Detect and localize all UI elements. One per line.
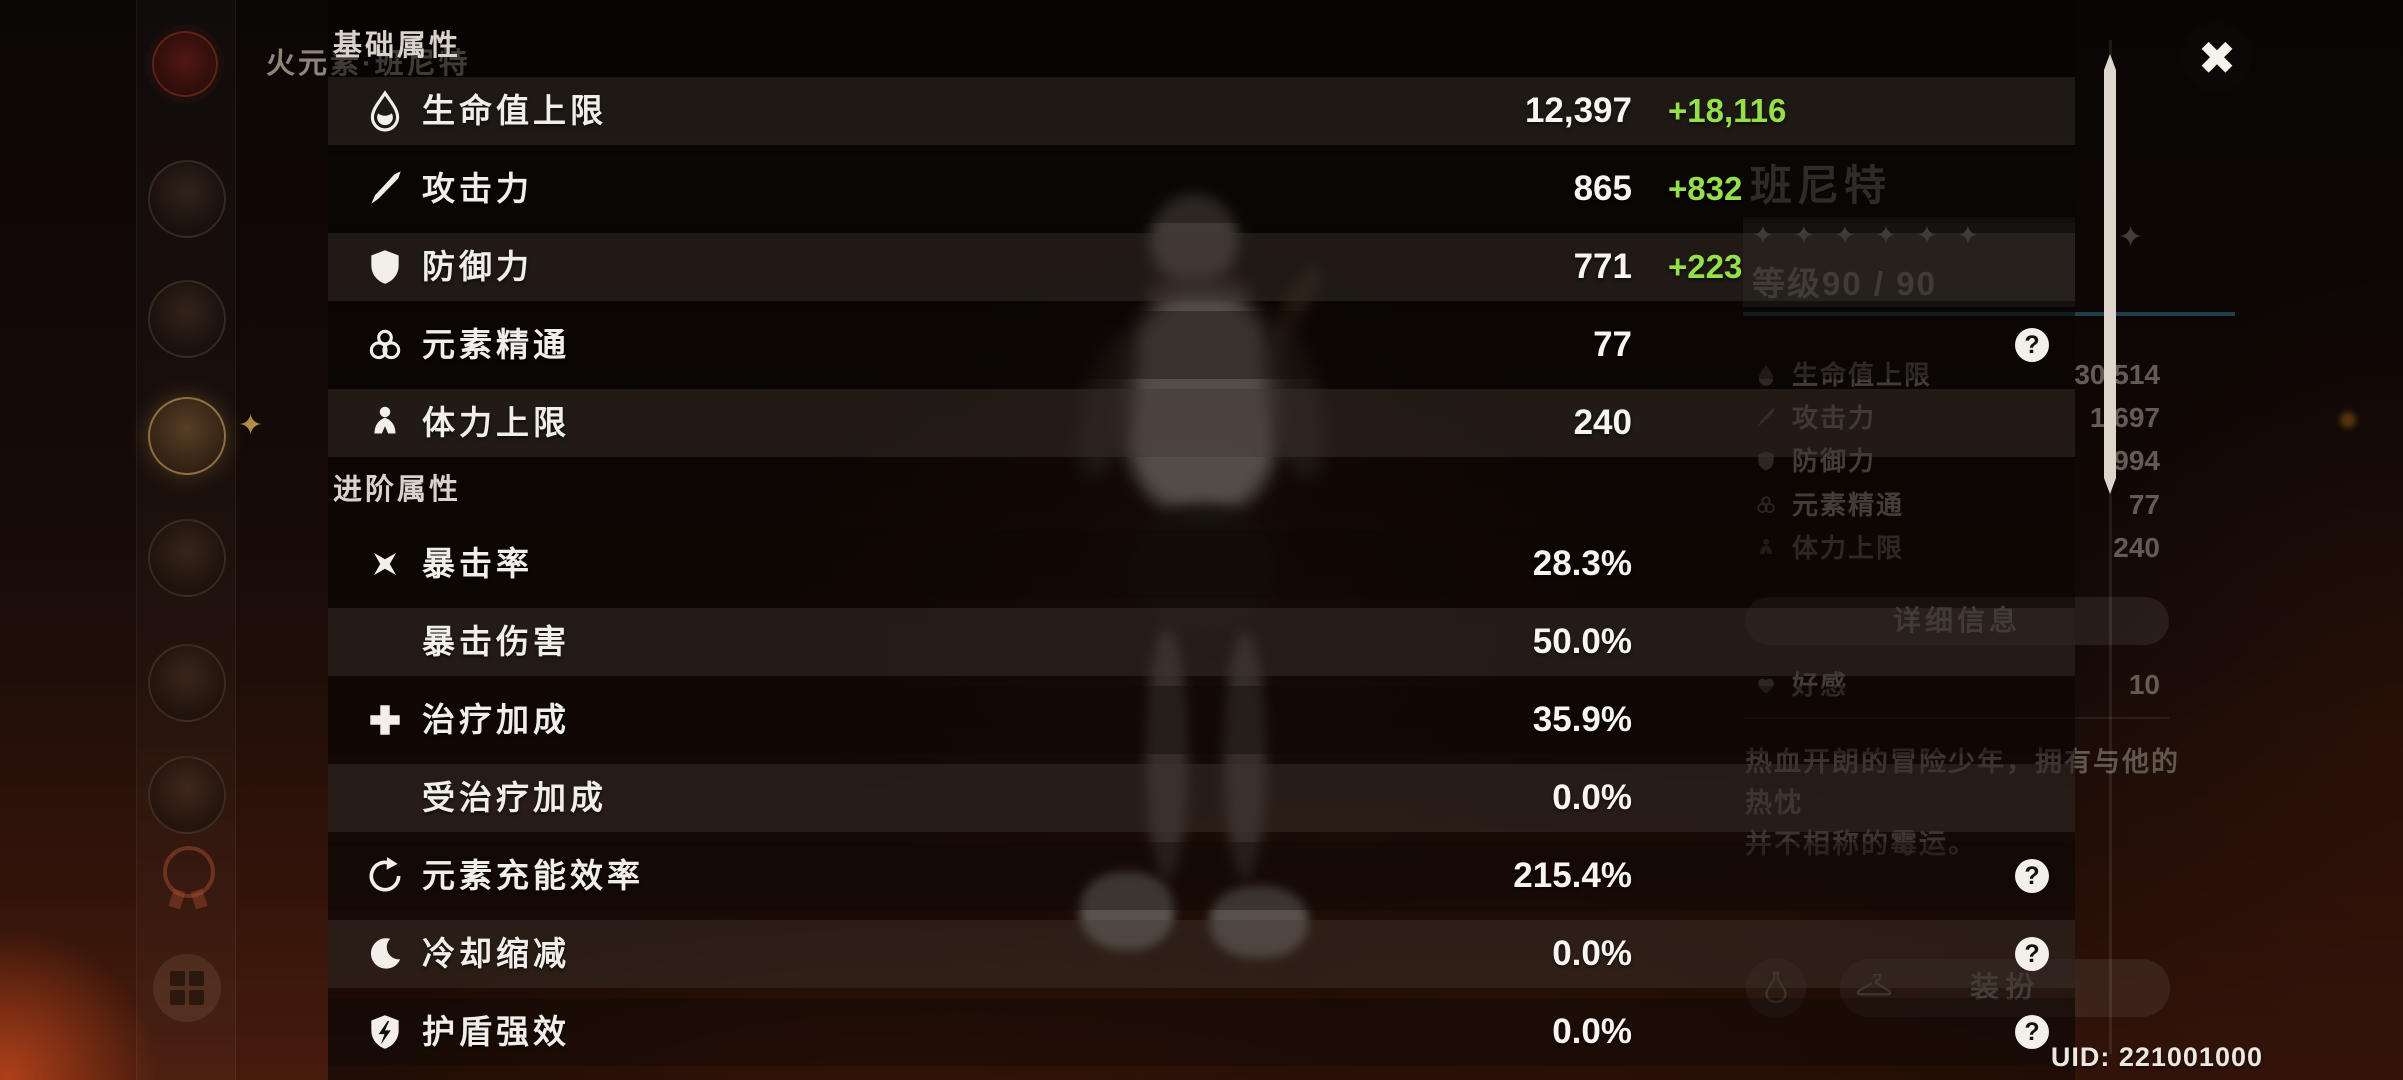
section-header-advanced: 进阶属性 <box>333 474 462 506</box>
stat-bonus: +18,116 <box>1668 92 1787 129</box>
stat-row-atk: 攻击力 865 +832 <box>328 155 2075 223</box>
uid-label: UID: 221001000 <box>2050 1042 2263 1072</box>
stat-label: 治疗加成 <box>422 701 570 738</box>
party-grid-button[interactable] <box>153 954 221 1022</box>
grid-icon <box>170 971 204 1005</box>
stat-value: 28.3% <box>1532 544 1632 583</box>
stat-label: 护盾强效 <box>422 1013 570 1050</box>
right-dim-backdrop <box>2075 0 2403 1080</box>
attributes-panel-backdrop <box>328 0 2075 1080</box>
stat-row-crit-rate: 暴击率 28.3% <box>328 530 2075 598</box>
sidebar-avatar-5[interactable] <box>148 644 226 722</box>
shield-strength-icon <box>364 1011 406 1053</box>
stamina-icon <box>364 402 406 444</box>
stat-row-crit-dmg: 暴击伤害 50.0% <box>328 608 2075 676</box>
elemental-mastery-icon <box>364 324 406 366</box>
stat-row-def: 防御力 771 +223 <box>328 233 2075 301</box>
stat-value: 865 <box>1573 169 1632 208</box>
stat-value: 35.9% <box>1532 700 1632 739</box>
sidebar-avatar-6[interactable] <box>148 756 226 834</box>
medal-icon[interactable] <box>163 846 215 910</box>
crit-rate-icon <box>364 543 406 585</box>
help-icon[interactable]: ? <box>2015 328 2049 362</box>
stat-value: 0.0% <box>1552 778 1632 817</box>
sidebar-avatar-1[interactable] <box>148 160 226 238</box>
stat-label: 元素精通 <box>422 326 570 363</box>
stat-label: 受治疗加成 <box>422 779 607 816</box>
stat-row-energy-recharge: 元素充能效率 215.4% ? <box>328 842 2075 910</box>
sidebar <box>136 0 236 1080</box>
stat-row-max-stamina: 体力上限 240 <box>328 389 2075 457</box>
party-crest-icon <box>152 31 218 97</box>
stat-row-max-hp: 生命值上限 12,397 +18,116 <box>328 77 2075 145</box>
def-icon <box>364 246 406 288</box>
stat-value: 771 <box>1573 247 1632 286</box>
help-icon[interactable]: ? <box>2015 937 2049 971</box>
energy-recharge-icon <box>364 855 406 897</box>
sidebar-avatar-4[interactable] <box>148 519 226 597</box>
stat-row-incoming-healing: 受治疗加成 0.0% <box>328 764 2075 832</box>
sidebar-avatar-3-selected[interactable] <box>148 397 226 475</box>
help-icon[interactable]: ? <box>2015 859 2049 893</box>
stat-row-shield-strength: 护盾强效 0.0% ? <box>328 998 2075 1066</box>
hp-icon <box>364 90 406 132</box>
atk-icon <box>364 168 406 210</box>
stat-value: 12,397 <box>1524 91 1632 130</box>
stat-row-healing-bonus: 治疗加成 35.9% <box>328 686 2075 754</box>
stat-value: 215.4% <box>1513 856 1632 895</box>
close-icon: ✖ <box>2197 32 2237 84</box>
close-button[interactable]: ✖ <box>2179 20 2255 96</box>
stat-label: 防御力 <box>422 248 533 285</box>
healing-bonus-icon <box>364 699 406 741</box>
stat-value: 50.0% <box>1532 622 1632 661</box>
stat-value: 77 <box>1593 325 1632 364</box>
stat-label: 暴击率 <box>422 545 533 582</box>
section-header-basic: 基础属性 <box>333 30 462 62</box>
sparkle-icon: ✦ <box>2118 221 2144 254</box>
stat-row-elemental-mastery: 元素精通 77 ? <box>328 311 2075 379</box>
stat-label: 暴击伤害 <box>422 623 570 660</box>
stat-label: 攻击力 <box>422 170 533 207</box>
stat-value: 240 <box>1573 403 1632 442</box>
stat-label: 体力上限 <box>422 404 570 441</box>
sidebar-avatar-2[interactable] <box>148 280 226 358</box>
stat-bonus: +832 <box>1668 170 1743 207</box>
selected-sparkle-icon: ✦ <box>238 409 264 442</box>
stat-value: 0.0% <box>1552 934 1632 973</box>
help-icon[interactable]: ? <box>2015 1015 2049 1049</box>
stat-label: 冷却缩减 <box>422 935 570 972</box>
stat-bonus: +223 <box>1668 248 1743 285</box>
stat-value: 0.0% <box>1552 1012 1632 1051</box>
cooldown-icon <box>364 933 406 975</box>
stat-label: 元素充能效率 <box>422 857 644 894</box>
scrollbar-track <box>2109 40 2112 1054</box>
stat-label: 生命值上限 <box>422 92 607 129</box>
stat-row-cd-reduction: 冷却缩减 0.0% ? <box>328 920 2075 988</box>
ember-dot <box>2340 412 2356 428</box>
scrollbar-thumb[interactable] <box>2104 54 2116 494</box>
